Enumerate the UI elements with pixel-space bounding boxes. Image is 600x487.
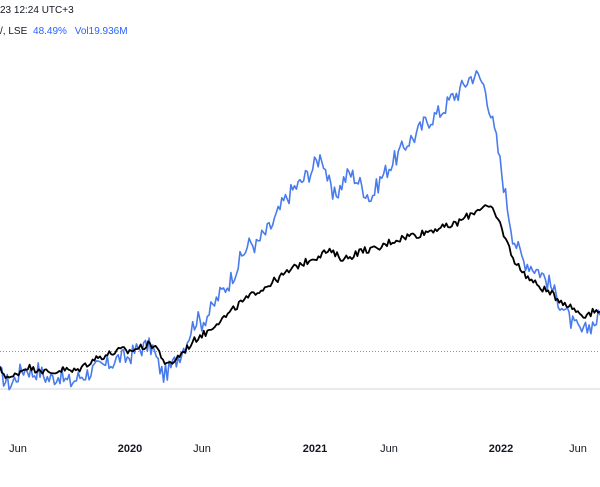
x-tick-label: Jun xyxy=(9,443,27,455)
change-percent: 48.49% xyxy=(33,26,67,37)
x-tick-label: 2020 xyxy=(118,443,142,455)
x-tick-label: Jun xyxy=(193,443,211,455)
x-axis-ticks: Jun 2020 Jun 2021 Jun 2022 Jun xyxy=(9,443,587,455)
primary-series-line xyxy=(0,70,600,391)
chart-header-timestamp: 23 12:24 UTC+3 xyxy=(0,5,74,16)
x-tick-label: 2022 xyxy=(489,443,513,455)
symbol-suffix: /, LSE xyxy=(0,26,28,37)
chart-header-legend: /, LSE 48.49% Vol19.936M xyxy=(0,26,128,37)
x-tick-label: 2021 xyxy=(303,443,327,455)
series-layer xyxy=(0,70,600,391)
x-tick-label: Jun xyxy=(380,443,398,455)
x-tick-label: Jun xyxy=(569,443,587,455)
comparison-series-line xyxy=(0,204,600,380)
volume-value: 19.936M xyxy=(88,26,128,37)
volume-label: Vol xyxy=(74,26,89,37)
timestamp-text: 23 12:24 UTC+3 xyxy=(0,5,74,16)
